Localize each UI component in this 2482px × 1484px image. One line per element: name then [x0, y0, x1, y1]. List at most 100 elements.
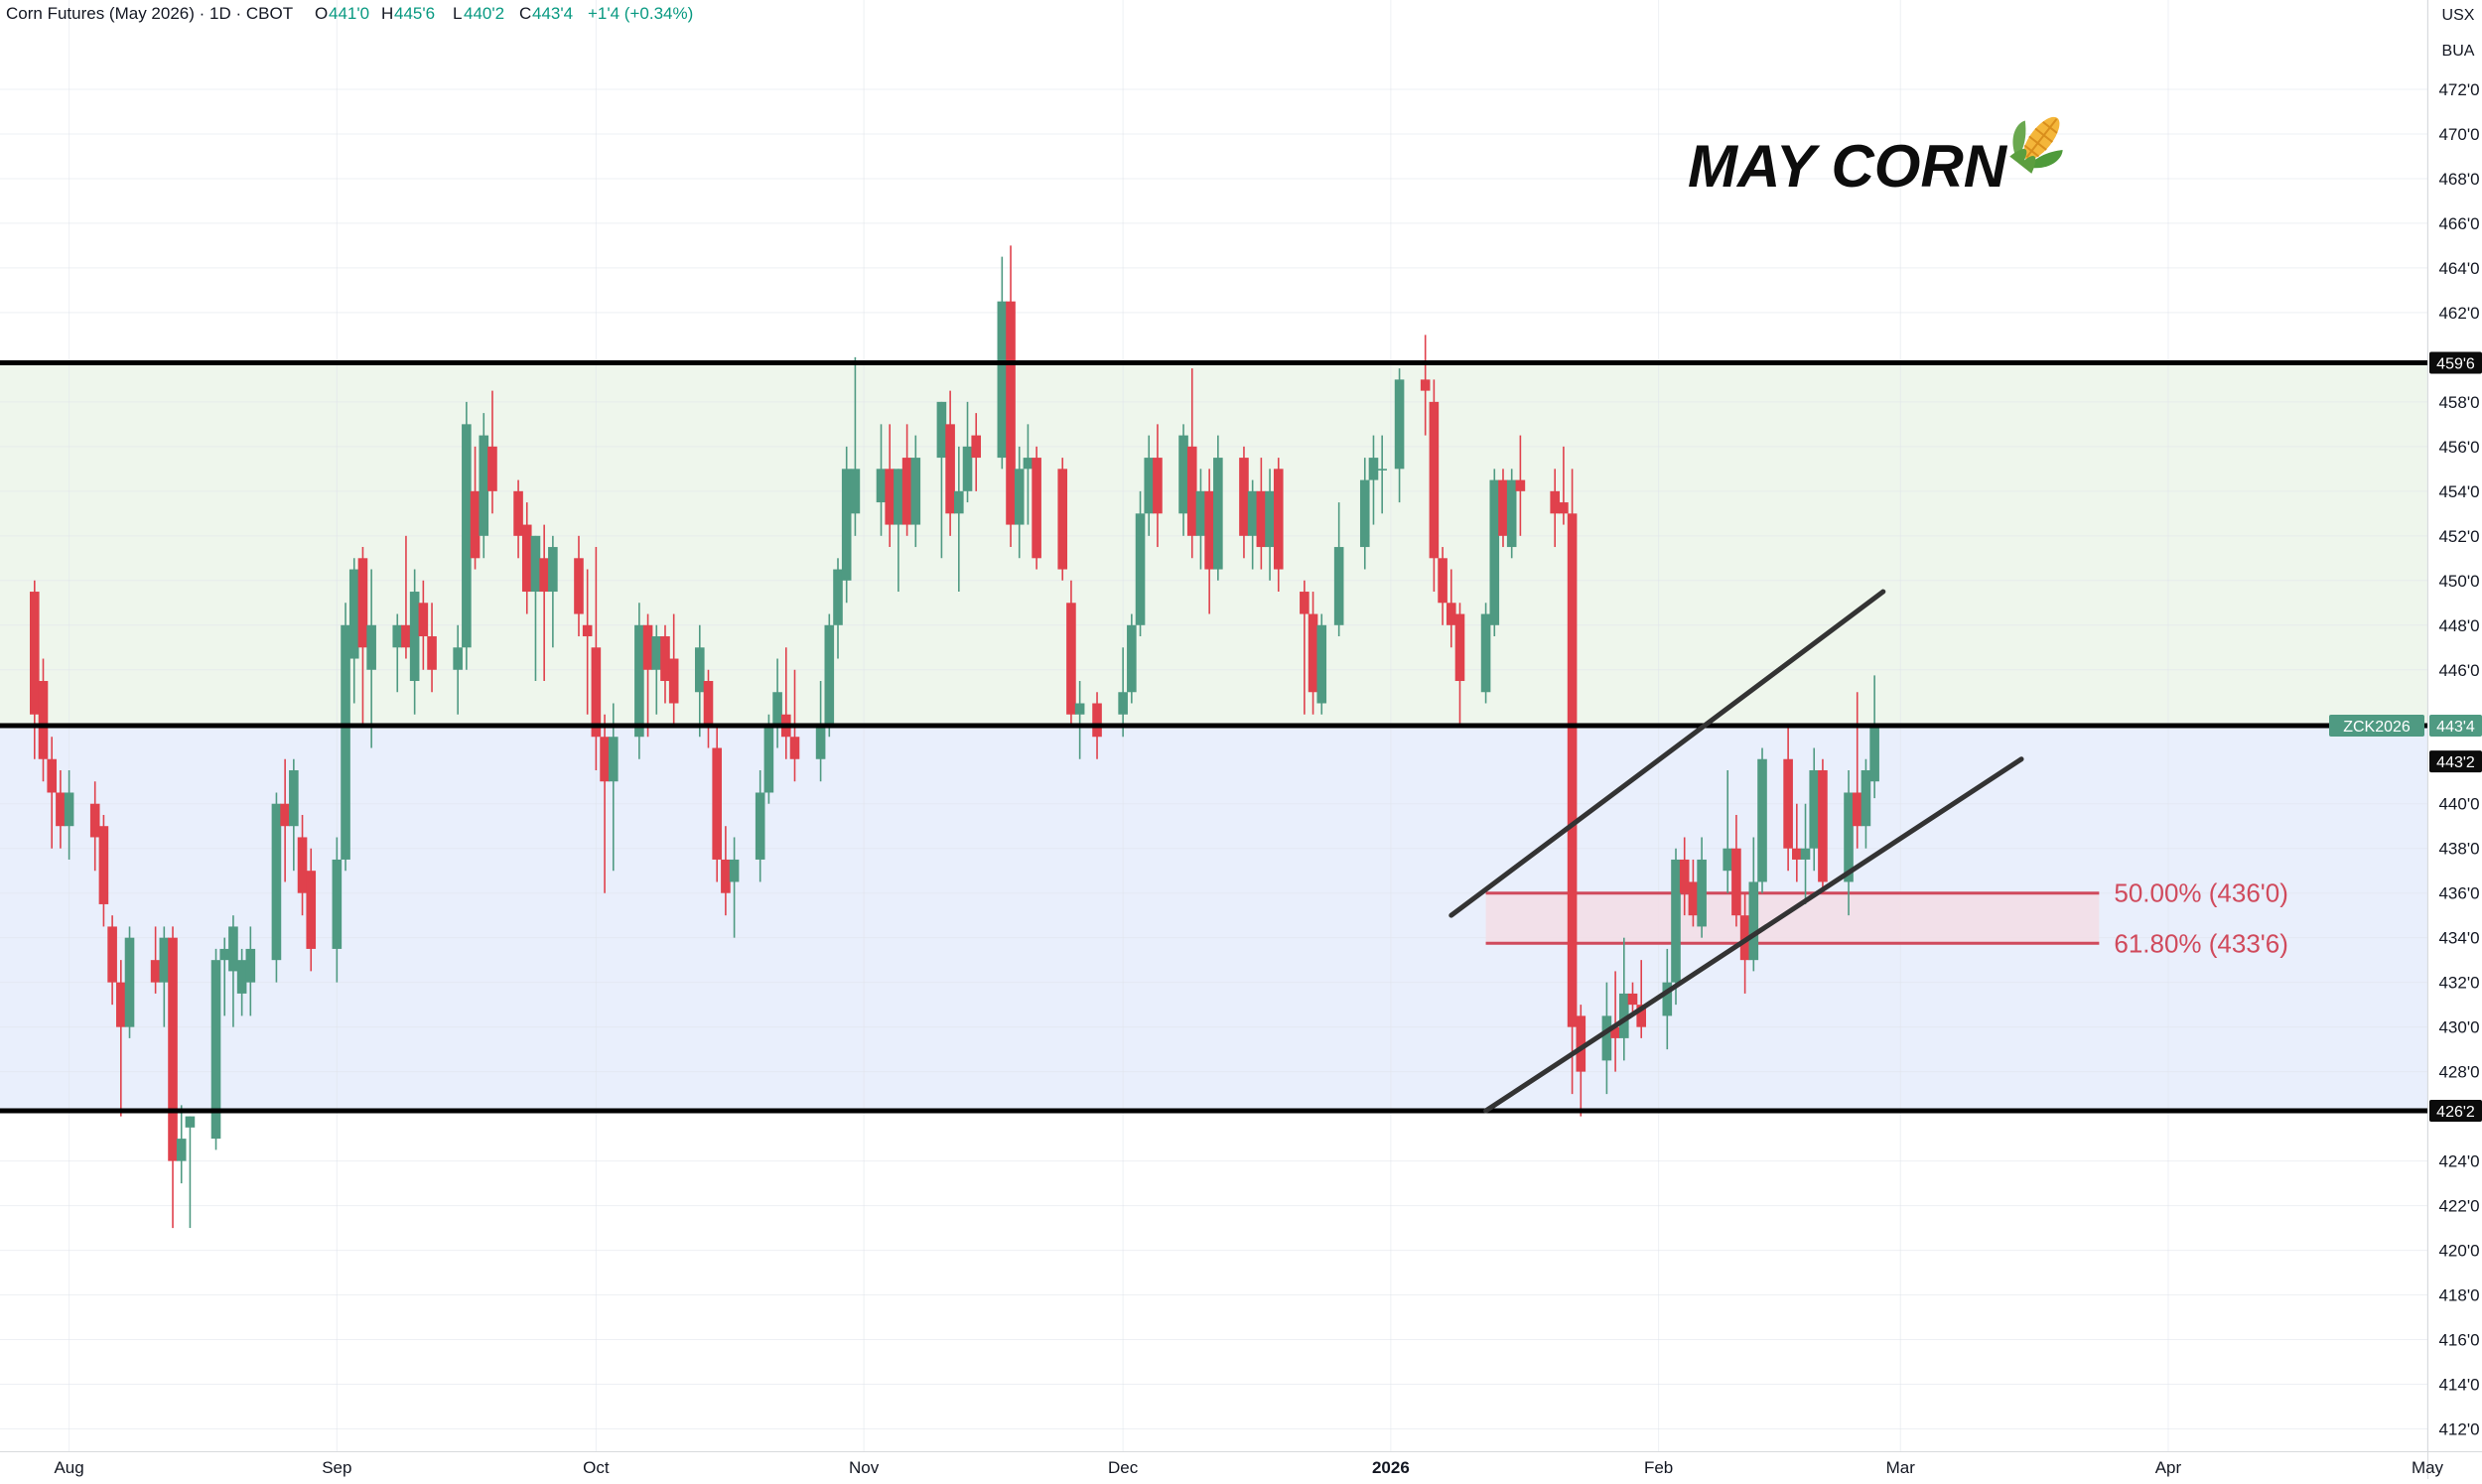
y-tick-label: 446'0	[2438, 661, 2479, 680]
candle-body	[332, 859, 343, 949]
candle	[1014, 446, 1025, 559]
candle-body	[150, 960, 161, 983]
candle	[1679, 837, 1690, 916]
candle-body	[1601, 1015, 1612, 1061]
candle-body	[513, 490, 523, 536]
price-tag-label: 443'2	[2436, 754, 2475, 771]
candle	[409, 569, 420, 715]
candle-body	[833, 569, 843, 625]
candle	[1256, 458, 1267, 570]
y-tick-label: 440'0	[2438, 795, 2479, 814]
candle	[168, 926, 178, 1229]
candle-body	[1153, 458, 1163, 514]
y-tick-label: 422'0	[2438, 1197, 2479, 1216]
candle	[1601, 982, 1612, 1095]
candle	[1066, 580, 1076, 726]
y-tick-label: 450'0	[2438, 572, 2479, 591]
candle	[910, 435, 921, 548]
candle-body	[668, 658, 679, 704]
y-tick-label: 470'0	[2438, 125, 2479, 144]
candle	[1809, 747, 1820, 872]
candle	[116, 960, 126, 1117]
candle	[1247, 479, 1258, 570]
candle-body	[1420, 379, 1431, 391]
candle	[1006, 245, 1016, 548]
candle	[1627, 982, 1638, 1016]
candle-body	[548, 547, 558, 593]
y-tick-label: 430'0	[2438, 1018, 2479, 1037]
candle	[159, 926, 170, 1027]
x-tick-label: Sep	[322, 1458, 351, 1477]
candle	[487, 390, 497, 514]
candle	[1333, 502, 1344, 637]
candle-body	[236, 960, 247, 994]
candle-body	[1273, 469, 1284, 570]
price-tag: 443'2	[2429, 750, 2482, 773]
candle	[1144, 435, 1155, 536]
candle-body	[30, 592, 40, 715]
price-tag-bg	[2429, 351, 2482, 374]
candle-body	[409, 592, 420, 682]
candle-body	[1800, 848, 1811, 860]
x-tick-label: Oct	[583, 1458, 610, 1477]
price-tag-label: 443'4	[2436, 719, 2475, 736]
candle-body	[962, 446, 973, 491]
fib-label: 50.00% (436'0)	[2114, 878, 2288, 908]
candle-body	[1308, 613, 1318, 693]
candle	[280, 758, 290, 882]
candle-body	[910, 458, 921, 525]
x-tick-label: May	[2412, 1458, 2444, 1477]
candle	[1032, 446, 1041, 570]
candle	[1429, 379, 1440, 593]
candle	[1239, 446, 1249, 559]
candle-body	[703, 681, 714, 726]
y-tick-label: 472'0	[2438, 80, 2479, 99]
ohlc-high-label: H	[381, 4, 393, 23]
candle	[1308, 592, 1318, 715]
candle	[1567, 469, 1578, 1095]
candle	[833, 558, 843, 659]
candle	[729, 837, 740, 938]
candle-body	[1239, 458, 1249, 536]
x-tick-label: Mar	[1886, 1458, 1916, 1477]
candle	[236, 948, 247, 1016]
candle-body	[1480, 613, 1491, 693]
candle	[574, 535, 584, 637]
y-tick-label: 458'0	[2438, 393, 2479, 412]
candle-body	[357, 558, 368, 648]
candle-body	[1783, 758, 1793, 849]
candle-body	[755, 792, 765, 860]
candle-body	[1144, 458, 1155, 514]
candle	[850, 356, 861, 536]
candle	[38, 658, 49, 782]
candle	[894, 469, 903, 593]
candle-body	[1429, 401, 1440, 559]
ohlc-close-label: C	[519, 4, 531, 23]
candle	[530, 535, 541, 682]
candle	[1550, 469, 1560, 548]
candle	[1023, 424, 1034, 525]
candle-body	[348, 569, 359, 659]
candle-body	[427, 636, 437, 670]
candle-body	[997, 301, 1008, 459]
symbol-line: Corn Futures (May 2026) · 1D · CBOT	[6, 4, 293, 23]
candle-body	[1300, 592, 1310, 614]
candle	[1723, 769, 1733, 893]
y-tick-label: 468'0	[2438, 170, 2479, 189]
candle	[651, 624, 662, 715]
price-tag: 459'6	[2429, 351, 2482, 374]
y-tick-label: 434'0	[2438, 929, 2479, 948]
candle	[1576, 1005, 1586, 1117]
price-tag-label: 426'2	[2436, 1104, 2475, 1121]
candle-body	[1619, 993, 1629, 1038]
candle-body	[824, 624, 835, 726]
candle	[185, 1116, 196, 1229]
candle-body	[462, 424, 472, 648]
candle	[1480, 603, 1491, 704]
candle	[418, 580, 429, 670]
candle	[1515, 435, 1526, 536]
candle	[901, 424, 912, 536]
candle-body	[1213, 458, 1223, 570]
